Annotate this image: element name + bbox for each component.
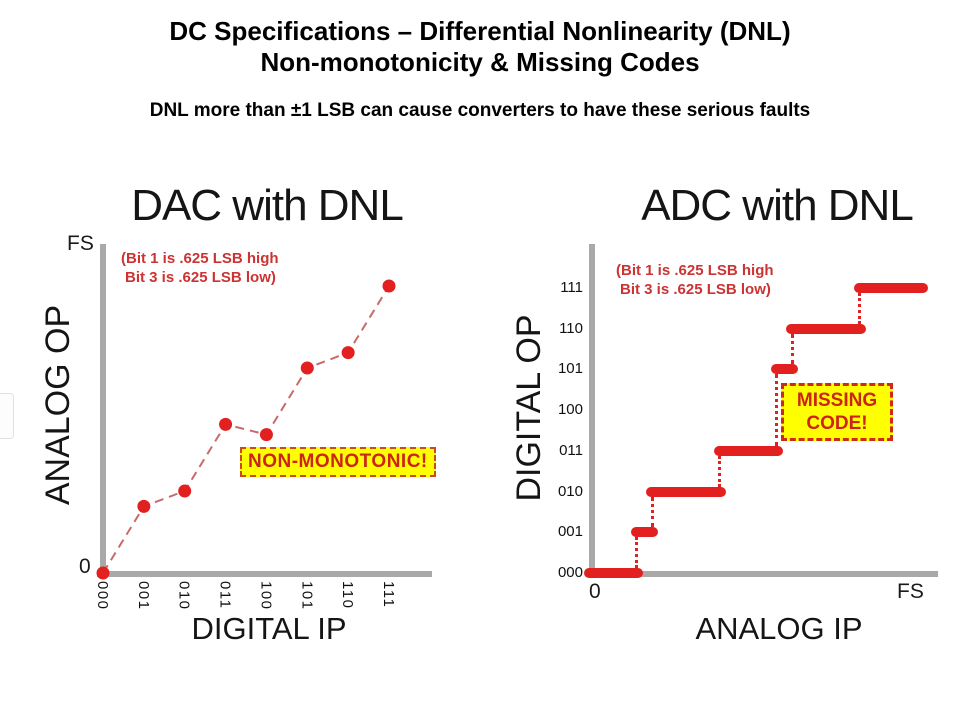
non-monotonic-callout: NON-MONOTONIC! — [240, 447, 436, 477]
dac-dashed-transfer-line — [102, 285, 390, 574]
adc-y-tick-label: 000 — [557, 564, 583, 581]
adc-annotation-line2: Bit 3 is .625 LSB low) — [620, 281, 771, 298]
dac-y-axis-label: ANALOG OP — [39, 304, 77, 506]
dac-data-point — [137, 499, 151, 513]
dac-data-point — [96, 566, 110, 580]
adc-y-tick-label: 101 — [557, 360, 583, 378]
adc-step-dotted-connector — [790, 333, 794, 365]
adc-staircase-segment — [786, 323, 866, 334]
dac-x-tick-label: 010 — [175, 581, 193, 611]
adc-staircase-segment — [853, 283, 928, 293]
dac-origin-label: 0 — [79, 555, 91, 578]
adc-step-dotted-connector — [858, 293, 862, 324]
dac-x-tick-label: 000 — [94, 581, 111, 611]
adc-step-dotted-connector — [718, 455, 722, 487]
dac-x-tick-label: 001 — [134, 581, 152, 611]
adc-step-dotted-connector — [650, 496, 654, 528]
adc-origin-label: 0 — [589, 580, 601, 603]
missing-code-line2: CODE! — [806, 413, 868, 434]
dac-x-axis-label: DIGITAL IP — [191, 611, 347, 646]
dac-data-point — [219, 417, 233, 431]
adc-fs-label: FS — [897, 580, 924, 603]
slide-title-line1: DC Specifications – Differential Nonline… — [169, 16, 791, 46]
dac-plot-canvas — [96, 279, 396, 580]
dac-annotation-line2: Bit 3 is .625 LSB low) — [125, 269, 276, 286]
dac-data-point — [178, 484, 192, 498]
dac-data-point — [259, 428, 273, 442]
adc-staircase-segment — [770, 364, 799, 375]
dac-annotation-line1: (Bit 1 is .625 LSB high — [121, 250, 279, 267]
slide-title: DC Specifications – Differential Nonline… — [0, 16, 960, 78]
adc-annotation-line1: (Bit 1 is .625 LSB high — [616, 262, 774, 279]
adc-chart-title: ADC with DNL — [641, 181, 914, 230]
adc-x-axis-label: ANALOG IP — [695, 611, 863, 646]
dac-data-point — [341, 346, 355, 360]
adc-y-tick-label: 001 — [557, 523, 583, 541]
missing-code-callout: MISSING CODE! — [781, 383, 893, 441]
slide-subtitle: DNL more than ±1 LSB can cause converter… — [149, 100, 811, 121]
dac-x-tick-label: 100 — [257, 581, 275, 611]
dac-y-axis — [100, 244, 106, 577]
dac-x-tick-label: 111 — [379, 581, 397, 609]
adc-y-tick-label: 110 — [559, 319, 583, 337]
adc-staircase-segment — [646, 486, 726, 497]
dac-x-tick-label: 011 — [216, 581, 234, 610]
adc-y-axis — [589, 244, 595, 577]
edge-nav-button-artifact — [0, 393, 14, 439]
dac-data-point — [382, 279, 396, 293]
dac-data-point — [300, 361, 314, 375]
adc-x-axis — [586, 571, 938, 577]
adc-staircase-segment — [713, 445, 783, 456]
dac-fs-label: FS — [67, 232, 94, 255]
missing-code-line1: MISSING — [796, 390, 878, 411]
dac-dnl-annotation: (Bit 1 is .625 LSB high Bit 3 is .625 LS… — [121, 249, 279, 287]
dac-chart-title: DAC with DNL — [131, 181, 404, 230]
adc-staircase-segment — [584, 568, 643, 578]
adc-y-tick-label: 111 — [560, 279, 583, 296]
slide-title-line2: Non-monotonicity & Missing Codes — [260, 47, 700, 77]
adc-y-tick-label: 010 — [557, 482, 583, 500]
adc-y-tick-label: 011 — [559, 441, 583, 459]
adc-step-dotted-connector — [775, 374, 779, 446]
dac-x-tick-label: 101 — [298, 581, 316, 611]
dac-x-tick-label: 110 — [339, 581, 357, 610]
adc-step-dotted-connector — [635, 537, 639, 568]
adc-dnl-annotation: (Bit 1 is .625 LSB high Bit 3 is .625 LS… — [616, 261, 774, 299]
dac-x-axis — [97, 571, 432, 577]
adc-y-tick-label: 100 — [557, 401, 583, 419]
adc-staircase-segment — [630, 527, 659, 538]
